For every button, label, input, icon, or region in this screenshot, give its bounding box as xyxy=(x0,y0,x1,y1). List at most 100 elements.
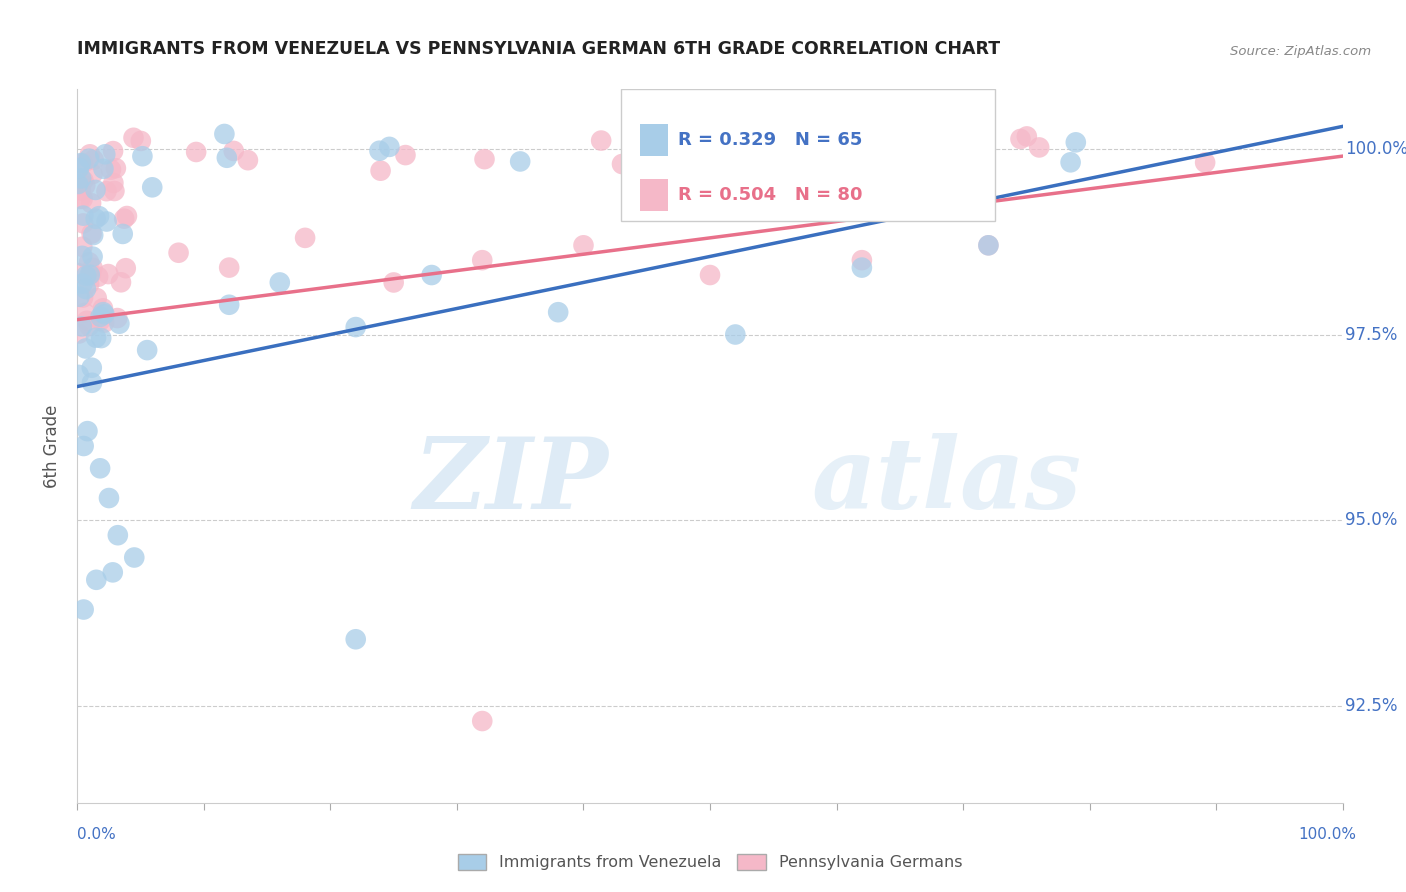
Point xyxy=(186,145,208,159)
Point xyxy=(82,260,104,275)
Point xyxy=(76,424,98,438)
Point xyxy=(378,140,401,154)
Point xyxy=(591,134,613,148)
Point xyxy=(547,305,569,319)
Point xyxy=(112,211,135,226)
Point xyxy=(100,162,122,177)
Text: 92.5%: 92.5% xyxy=(1346,698,1398,715)
Point xyxy=(167,245,190,260)
Point xyxy=(368,144,391,158)
Point xyxy=(80,196,103,211)
Point xyxy=(70,249,93,263)
Text: atlas: atlas xyxy=(811,434,1081,530)
Point xyxy=(86,573,108,587)
Point xyxy=(114,261,136,276)
Point xyxy=(269,276,291,290)
Point xyxy=(90,331,112,345)
Point xyxy=(111,227,134,241)
Point xyxy=(73,439,96,453)
Text: 97.5%: 97.5% xyxy=(1346,326,1398,343)
Point xyxy=(214,127,236,141)
Point xyxy=(115,209,138,223)
Text: IMMIGRANTS FROM VENEZUELA VS PENNSYLVANIA GERMAN 6TH GRADE CORRELATION CHART: IMMIGRANTS FROM VENEZUELA VS PENNSYLVANI… xyxy=(77,40,1001,58)
Text: 100.0%: 100.0% xyxy=(1346,140,1406,158)
Point xyxy=(67,161,90,175)
Point xyxy=(69,290,91,304)
Point xyxy=(103,184,125,198)
Point xyxy=(904,145,927,159)
Point xyxy=(699,268,721,282)
Point xyxy=(218,260,240,275)
Point xyxy=(77,277,100,291)
Point xyxy=(572,238,595,252)
Point xyxy=(80,267,103,281)
Point xyxy=(699,153,721,167)
Point xyxy=(89,310,111,324)
Point xyxy=(79,268,101,282)
Point xyxy=(80,376,103,390)
Point xyxy=(94,147,117,161)
Point xyxy=(75,282,97,296)
Text: 100.0%: 100.0% xyxy=(1299,827,1357,841)
Point xyxy=(89,313,111,327)
Point xyxy=(1059,155,1081,169)
Point xyxy=(104,161,127,176)
Point xyxy=(70,156,93,170)
Point xyxy=(851,253,873,268)
Point xyxy=(72,156,94,170)
Point xyxy=(692,131,714,145)
Point xyxy=(72,209,94,223)
Point xyxy=(98,491,120,505)
Point xyxy=(72,192,94,206)
Text: 0.0%: 0.0% xyxy=(77,827,117,841)
Point xyxy=(76,314,98,328)
Text: R = 0.329   N = 65: R = 0.329 N = 65 xyxy=(679,131,863,149)
Point xyxy=(82,228,104,243)
Point xyxy=(84,331,107,345)
Point xyxy=(77,152,100,166)
Point xyxy=(640,135,662,149)
Point xyxy=(773,134,796,148)
Bar xyxy=(641,124,668,156)
Point xyxy=(72,291,94,305)
Point xyxy=(87,269,110,284)
Point xyxy=(70,171,93,186)
Point xyxy=(103,176,125,190)
Point xyxy=(236,153,259,168)
Point xyxy=(80,360,103,375)
Point xyxy=(124,550,146,565)
Point xyxy=(141,180,163,194)
Point xyxy=(96,184,118,198)
Point xyxy=(129,134,152,148)
Point xyxy=(939,158,962,172)
Point xyxy=(1194,155,1216,169)
Point xyxy=(75,268,97,283)
Point xyxy=(83,153,105,167)
Point xyxy=(218,298,240,312)
Point xyxy=(294,231,316,245)
Point xyxy=(344,632,367,647)
Point xyxy=(67,177,90,191)
Point xyxy=(82,250,104,264)
Point xyxy=(851,260,873,275)
Point xyxy=(89,461,111,475)
Point xyxy=(67,368,90,382)
Text: R = 0.504   N = 80: R = 0.504 N = 80 xyxy=(679,186,863,204)
Point xyxy=(1028,140,1050,154)
Bar xyxy=(641,179,668,211)
Point xyxy=(79,147,101,161)
Point xyxy=(66,266,89,280)
Point xyxy=(957,158,980,172)
Point xyxy=(1064,136,1087,150)
Point xyxy=(370,163,392,178)
Point xyxy=(72,240,94,254)
Point xyxy=(474,152,496,166)
Point xyxy=(84,211,107,226)
Point xyxy=(471,714,494,728)
Point xyxy=(1010,132,1032,146)
Point xyxy=(108,317,131,331)
Point xyxy=(420,268,443,282)
Point xyxy=(72,277,94,291)
Point xyxy=(73,306,96,320)
Point xyxy=(107,528,129,542)
